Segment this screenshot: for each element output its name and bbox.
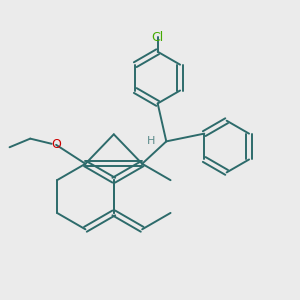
Text: H: H bbox=[147, 136, 155, 146]
Text: Cl: Cl bbox=[152, 31, 164, 44]
Text: O: O bbox=[51, 138, 61, 151]
